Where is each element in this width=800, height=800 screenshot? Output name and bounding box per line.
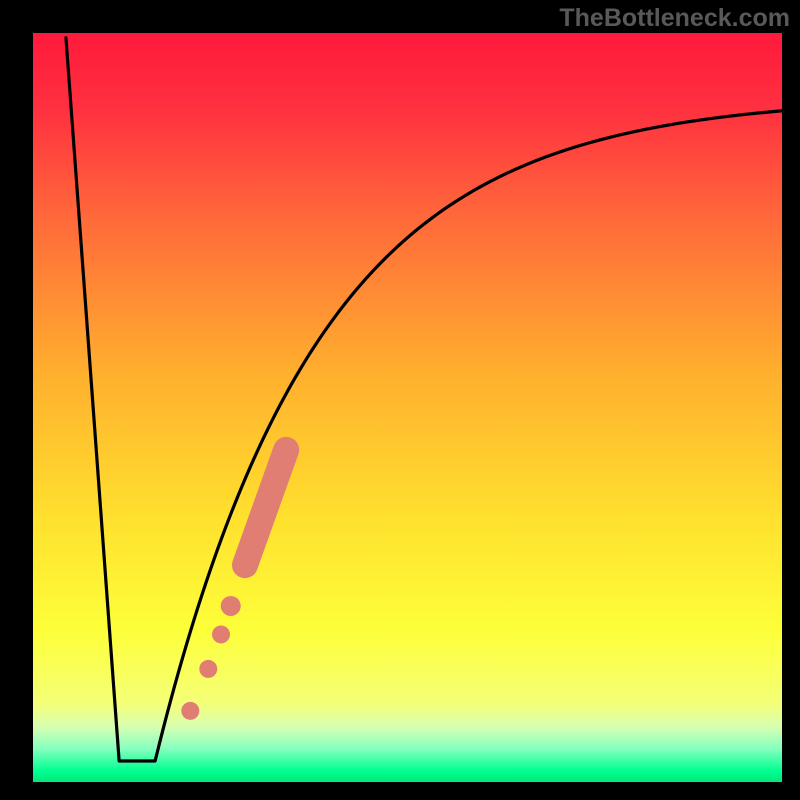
marker-dot — [212, 625, 230, 643]
watermark-text: TheBottleneck.com — [559, 4, 790, 33]
bottleneck-curve — [66, 38, 782, 761]
chart-container: TheBottleneck.com — [0, 0, 800, 800]
marker-dot — [181, 702, 199, 720]
marker-dot — [221, 596, 241, 616]
marker-dot — [199, 660, 217, 678]
chart-overlay — [0, 0, 800, 800]
